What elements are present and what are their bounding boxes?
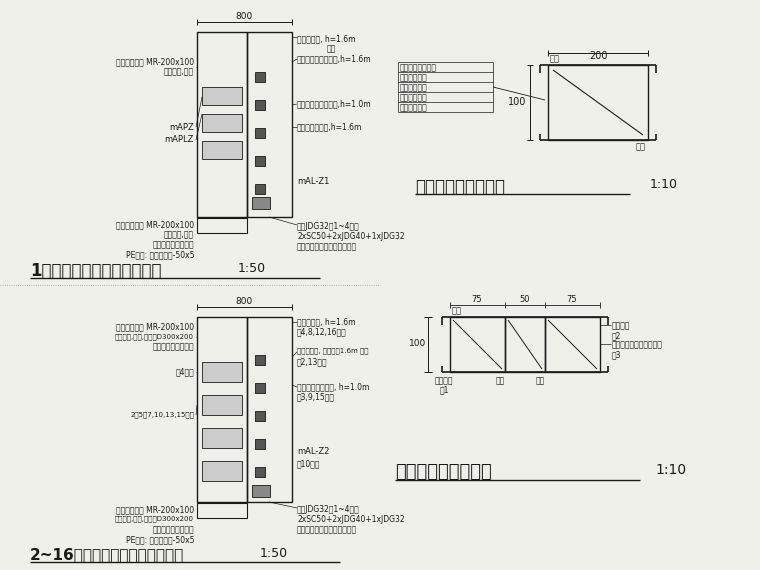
- Bar: [252, 485, 270, 497]
- Text: 底板: 底板: [550, 54, 560, 63]
- Text: 200: 200: [589, 51, 607, 61]
- Text: 消防线路: 消防线路: [612, 321, 631, 330]
- Bar: [247, 32, 292, 217]
- Text: 仅3,9,15层有: 仅3,9,15层有: [297, 392, 335, 401]
- Bar: [255, 184, 265, 194]
- Bar: [202, 461, 242, 481]
- Text: 可视对讲器, h=1.6m: 可视对讲器, h=1.6m: [297, 34, 356, 43]
- Bar: [247, 317, 292, 502]
- Text: 船强电金属槽盒安装: 船强电金属槽盒安装: [152, 343, 194, 352]
- Text: 仅4层有: 仅4层有: [176, 368, 194, 377]
- Text: 1层电井主要设备布置示意图: 1层电井主要设备布置示意图: [30, 262, 161, 280]
- Text: 住户入户电线: 住户入户电线: [400, 83, 428, 92]
- Bar: [255, 467, 265, 477]
- Text: 2xSC50+2xJDG40+1xJDG32: 2xSC50+2xJDG40+1xJDG32: [297, 515, 404, 524]
- Text: 75: 75: [567, 295, 578, 304]
- Bar: [197, 218, 247, 233]
- Bar: [197, 503, 247, 518]
- Text: 仅2,13层有: 仅2,13层有: [297, 357, 328, 366]
- Text: 壁直安装,余同,预留前D300x200: 壁直安装,余同,预留前D300x200: [115, 515, 194, 522]
- Text: 电信线路: 电信线路: [435, 376, 454, 385]
- Text: 1:50: 1:50: [260, 547, 288, 560]
- Text: 普通电梯供电电缆: 普通电梯供电电缆: [400, 63, 437, 72]
- Text: 800: 800: [236, 12, 252, 21]
- Text: 楼宇智控电源分接箱,h=1.0m: 楼宇智控电源分接箱,h=1.0m: [297, 99, 372, 108]
- Bar: [255, 411, 265, 421]
- Bar: [255, 156, 265, 166]
- Text: 壁直安装,余同: 壁直安装,余同: [164, 230, 194, 239]
- Text: 余同: 余同: [327, 44, 336, 53]
- Text: 电视、监控、可视对讲线: 电视、监控、可视对讲线: [612, 340, 663, 349]
- Bar: [505, 317, 545, 372]
- Text: 强电金属槽盒 MR-200x100: 强电金属槽盒 MR-200x100: [116, 220, 194, 229]
- Text: mAL-Z1: mAL-Z1: [297, 177, 329, 186]
- Text: 盖板: 盖板: [636, 142, 646, 151]
- Text: 2~16层电井主要设备布置示意图: 2~16层电井主要设备布置示意图: [30, 547, 184, 562]
- Text: 1:10: 1:10: [650, 178, 678, 191]
- Bar: [548, 65, 648, 140]
- Text: 800: 800: [236, 297, 252, 306]
- Text: 隔板: 隔板: [496, 376, 505, 385]
- Text: 套管JDG32根1~4层有: 套管JDG32根1~4层有: [297, 222, 359, 231]
- Bar: [255, 383, 265, 393]
- Bar: [450, 317, 505, 372]
- Text: 槽1: 槽1: [440, 385, 449, 394]
- Text: PE干线: 热镀锌扁钢-50x5: PE干线: 热镀锌扁钢-50x5: [125, 250, 194, 259]
- Text: 预留消防设备用的穿墙板套管: 预留消防设备用的穿墙板套管: [297, 242, 357, 251]
- Text: 弱电槽盒布置示意图: 弱电槽盒布置示意图: [395, 463, 492, 481]
- Text: 公共照明线缆: 公共照明线缆: [400, 93, 428, 102]
- Text: 在10层有: 在10层有: [297, 459, 321, 468]
- Bar: [202, 87, 242, 105]
- Bar: [202, 395, 242, 415]
- Text: mAPLZ: mAPLZ: [165, 136, 194, 145]
- Text: 75: 75: [472, 295, 483, 304]
- Text: PE干线: 热镀锌扁钢-50x5: PE干线: 热镀锌扁钢-50x5: [125, 535, 194, 544]
- Text: mAL-Z2: mAL-Z2: [297, 447, 329, 456]
- Text: 底板: 底板: [452, 306, 462, 315]
- Bar: [202, 428, 242, 448]
- Text: 强电金属槽盒 MR-200x100: 强电金属槽盒 MR-200x100: [116, 505, 194, 514]
- Text: 2、5、7,10,13,15层有: 2、5、7,10,13,15层有: [130, 412, 194, 418]
- Text: 50: 50: [520, 295, 530, 304]
- Text: 2xSC50+2xJDG40+1xJDG32: 2xSC50+2xJDG40+1xJDG32: [297, 232, 404, 241]
- Text: 槽2: 槽2: [612, 331, 622, 340]
- Bar: [202, 114, 242, 132]
- Bar: [255, 128, 265, 138]
- Text: 套管JDG32根1~4层有: 套管JDG32根1~4层有: [297, 505, 359, 514]
- Bar: [255, 100, 265, 110]
- Text: 船强电金属槽盒安装: 船强电金属槽盒安装: [152, 240, 194, 249]
- Text: 1:10: 1:10: [655, 463, 686, 477]
- Text: 消防分开箱, 最低限高1.6m 余同: 消防分开箱, 最低限高1.6m 余同: [297, 347, 369, 353]
- Text: 预留消防设备用的穿墙板套管: 预留消防设备用的穿墙板套管: [297, 525, 357, 534]
- Text: 壁直安装,余同,预留前D300x200: 壁直安装,余同,预留前D300x200: [115, 333, 194, 340]
- Bar: [197, 317, 247, 502]
- Text: 公共插座电线: 公共插座电线: [400, 103, 428, 112]
- Text: 仅4,8,12,16层有: 仅4,8,12,16层有: [297, 327, 347, 336]
- Text: 槽3: 槽3: [612, 350, 622, 359]
- Text: 楼层行集总线转接器,h=1.6m: 楼层行集总线转接器,h=1.6m: [297, 54, 372, 63]
- Text: 消防专用转接器,h=1.6m: 消防专用转接器,h=1.6m: [297, 122, 363, 131]
- Bar: [252, 197, 270, 209]
- Text: 100: 100: [409, 340, 426, 348]
- Text: 可视对讲器, h=1.6m: 可视对讲器, h=1.6m: [297, 317, 356, 326]
- Text: 有线电视模拟网络, h=1.0m: 有线电视模拟网络, h=1.0m: [297, 382, 369, 391]
- Bar: [255, 355, 265, 365]
- Bar: [202, 141, 242, 159]
- Text: 壁直安装,余同: 壁直安装,余同: [164, 67, 194, 76]
- Bar: [202, 362, 242, 382]
- Text: mAPZ: mAPZ: [169, 123, 194, 132]
- Text: 盖板: 盖板: [535, 376, 545, 385]
- Bar: [545, 317, 600, 372]
- Bar: [255, 439, 265, 449]
- Bar: [197, 32, 247, 217]
- Text: 强电槽盒布置示意图: 强电槽盒布置示意图: [415, 178, 505, 196]
- Text: 钢电金属槽盒 MR-200x100: 钢电金属槽盒 MR-200x100: [116, 323, 194, 332]
- Text: 住宅供电电缆: 住宅供电电缆: [400, 73, 428, 82]
- Text: 船强电金属槽盒安装: 船强电金属槽盒安装: [152, 525, 194, 534]
- Text: 100: 100: [508, 97, 526, 107]
- Text: 钢电金属槽盒 MR-200x100: 钢电金属槽盒 MR-200x100: [116, 58, 194, 67]
- Bar: [255, 72, 265, 82]
- Text: 1:50: 1:50: [238, 262, 266, 275]
